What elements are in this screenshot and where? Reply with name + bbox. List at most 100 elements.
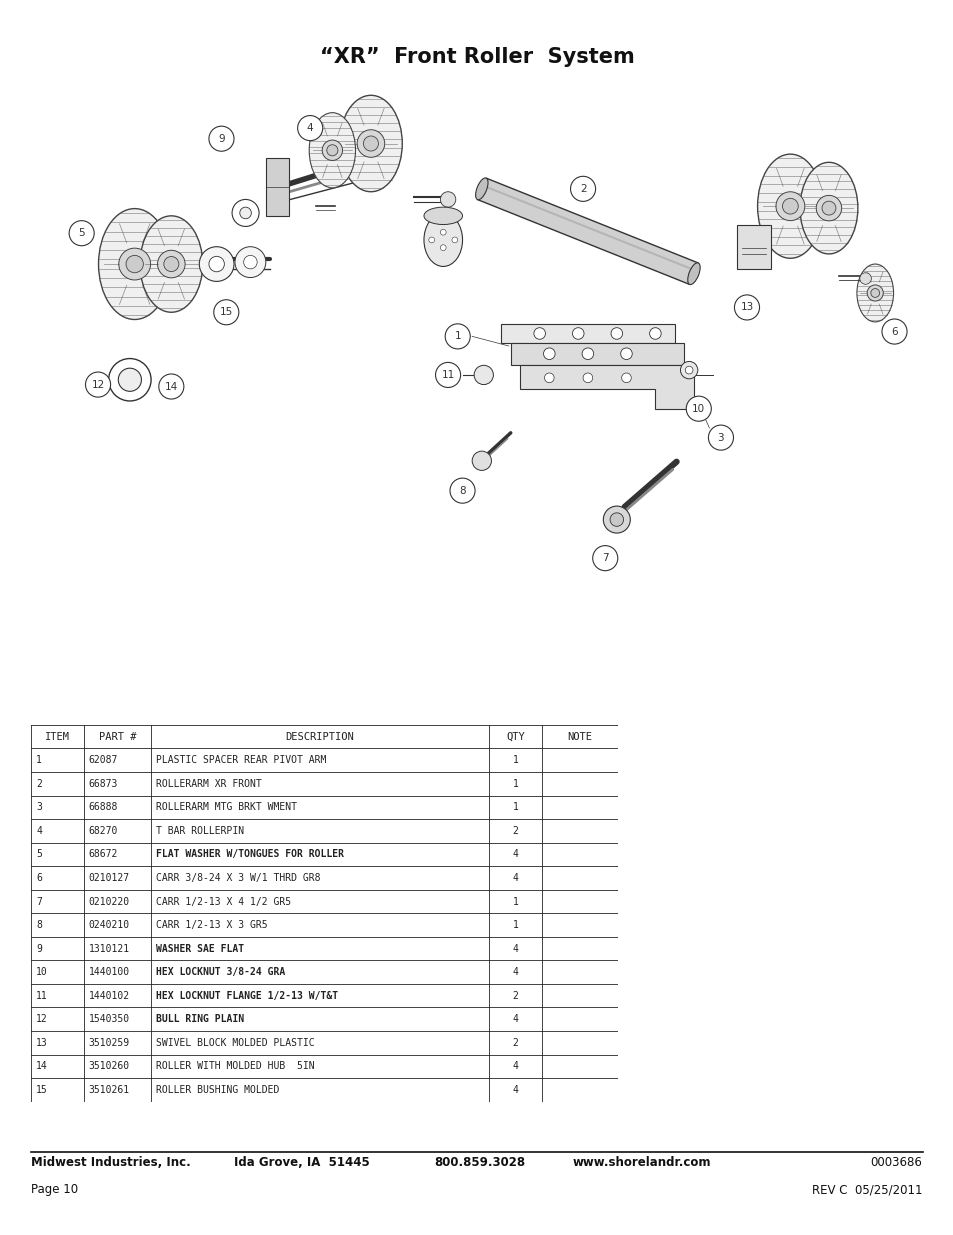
Circle shape: [213, 300, 238, 325]
Text: 12: 12: [36, 1014, 48, 1024]
Text: NOTE: NOTE: [567, 731, 592, 742]
Circle shape: [816, 195, 841, 221]
Text: 1440100: 1440100: [89, 967, 130, 977]
Text: 0240210: 0240210: [89, 920, 130, 930]
Text: 1: 1: [512, 897, 518, 906]
Text: 1540350: 1540350: [89, 1014, 130, 1024]
Text: BULL RING PLAIN: BULL RING PLAIN: [155, 1014, 243, 1024]
Text: 9: 9: [218, 133, 225, 143]
Text: 66873: 66873: [89, 779, 118, 789]
Text: ROLLERARM XR FRONT: ROLLERARM XR FRONT: [155, 779, 261, 789]
Text: 2: 2: [512, 826, 518, 836]
Ellipse shape: [423, 207, 462, 225]
Circle shape: [157, 251, 185, 278]
Circle shape: [164, 257, 178, 272]
Text: 3: 3: [36, 803, 42, 813]
Text: 3510260: 3510260: [89, 1061, 130, 1071]
Ellipse shape: [476, 178, 488, 200]
Text: 62087: 62087: [89, 756, 118, 766]
Text: 8: 8: [36, 920, 42, 930]
Circle shape: [209, 126, 233, 151]
Circle shape: [69, 221, 94, 246]
Circle shape: [610, 327, 622, 340]
Circle shape: [781, 199, 798, 214]
Circle shape: [570, 177, 595, 201]
Text: 1310121: 1310121: [89, 944, 130, 953]
Text: 4: 4: [512, 850, 518, 860]
Text: 4: 4: [512, 967, 518, 977]
Text: QTY: QTY: [506, 731, 524, 742]
Text: 5: 5: [36, 850, 42, 860]
Circle shape: [440, 230, 446, 235]
Circle shape: [436, 362, 460, 388]
Circle shape: [450, 478, 475, 503]
Circle shape: [322, 140, 342, 161]
Circle shape: [866, 285, 882, 301]
Text: 1: 1: [36, 756, 42, 766]
Text: DESCRIPTION: DESCRIPTION: [285, 731, 355, 742]
Text: 2: 2: [512, 1037, 518, 1047]
Polygon shape: [500, 324, 674, 343]
Text: 6: 6: [890, 326, 897, 337]
Text: 0210220: 0210220: [89, 897, 130, 906]
Text: 4: 4: [512, 1061, 518, 1071]
Text: 1: 1: [512, 779, 518, 789]
Polygon shape: [519, 366, 693, 409]
Text: PART #: PART #: [98, 731, 136, 742]
Text: ROLLERARM MTG BRKT WMENT: ROLLERARM MTG BRKT WMENT: [155, 803, 296, 813]
Text: 13: 13: [36, 1037, 48, 1047]
Text: 14: 14: [165, 382, 178, 391]
Text: 1: 1: [512, 803, 518, 813]
Circle shape: [234, 247, 266, 278]
Text: CARR 3/8-24 X 3 W/1 THRD GR8: CARR 3/8-24 X 3 W/1 THRD GR8: [155, 873, 319, 883]
Text: 4: 4: [512, 873, 518, 883]
Text: 800.859.3028: 800.859.3028: [434, 1156, 525, 1170]
Ellipse shape: [423, 214, 462, 267]
Bar: [737, 226, 770, 269]
Circle shape: [708, 425, 733, 450]
Circle shape: [126, 256, 143, 273]
Circle shape: [440, 245, 446, 251]
Text: 1: 1: [512, 756, 518, 766]
Text: CARR 1/2-13 X 4 1/2 GR5: CARR 1/2-13 X 4 1/2 GR5: [155, 897, 291, 906]
Circle shape: [86, 372, 111, 398]
Ellipse shape: [339, 95, 402, 191]
Text: 4: 4: [512, 1084, 518, 1095]
Circle shape: [474, 366, 493, 384]
Ellipse shape: [757, 154, 822, 258]
Text: PLASTIC SPACER REAR PIVOT ARM: PLASTIC SPACER REAR PIVOT ARM: [155, 756, 326, 766]
Text: 0003686: 0003686: [870, 1156, 922, 1170]
Text: 11: 11: [441, 370, 455, 380]
Circle shape: [859, 273, 870, 284]
Circle shape: [440, 191, 456, 207]
Circle shape: [243, 256, 257, 269]
Ellipse shape: [856, 264, 893, 322]
Circle shape: [582, 373, 592, 383]
Text: 6: 6: [36, 873, 42, 883]
Text: “XR”  Front Roller  System: “XR” Front Roller System: [319, 47, 634, 67]
Text: 12: 12: [91, 379, 105, 389]
Text: 4: 4: [307, 124, 314, 133]
Text: 13: 13: [740, 303, 753, 312]
Text: FLAT WASHER W/TONGUES FOR ROLLER: FLAT WASHER W/TONGUES FOR ROLLER: [155, 850, 343, 860]
Text: 1: 1: [512, 920, 518, 930]
Text: 7: 7: [36, 897, 42, 906]
Ellipse shape: [140, 216, 202, 312]
Circle shape: [119, 248, 151, 280]
Circle shape: [734, 295, 759, 320]
Text: 4: 4: [512, 1014, 518, 1024]
Text: ITEM: ITEM: [45, 731, 71, 742]
Text: 2: 2: [579, 184, 586, 194]
Circle shape: [679, 362, 697, 379]
Ellipse shape: [800, 162, 857, 254]
Text: ROLLER WITH MOLDED HUB  5IN: ROLLER WITH MOLDED HUB 5IN: [155, 1061, 314, 1071]
Text: 3510259: 3510259: [89, 1037, 130, 1047]
Circle shape: [327, 144, 337, 156]
Text: 11: 11: [36, 990, 48, 1000]
Text: 10: 10: [36, 967, 48, 977]
Circle shape: [572, 327, 583, 340]
Text: 2: 2: [512, 990, 518, 1000]
Circle shape: [684, 367, 692, 374]
Circle shape: [775, 191, 804, 221]
Circle shape: [118, 368, 141, 391]
